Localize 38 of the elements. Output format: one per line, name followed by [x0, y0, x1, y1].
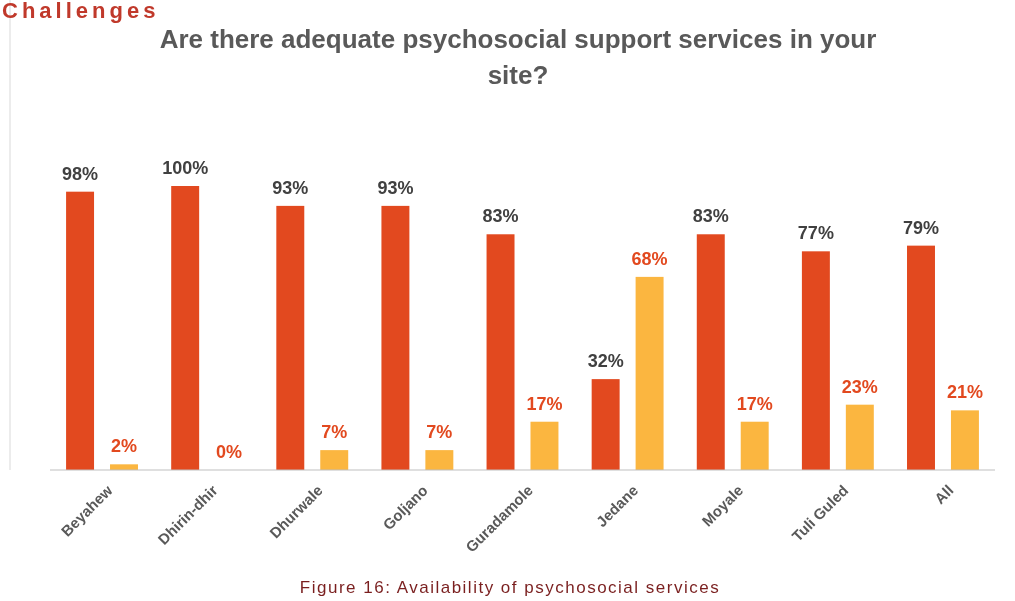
data-label: 83%	[692, 206, 729, 227]
bar	[740, 421, 769, 470]
text: Challenges	[2, 0, 160, 23]
data-label: 98%	[62, 163, 99, 184]
bar	[591, 379, 620, 470]
bar	[320, 450, 349, 470]
data-label: 17%	[526, 393, 563, 414]
data-label: 93%	[377, 177, 414, 198]
bar	[907, 245, 935, 470]
caption: Figure 16: Availability of psychosocial services	[299, 578, 721, 597]
chart-title: Are there adequate psychosocial support services in your site?	[159, 24, 877, 90]
bar	[950, 410, 979, 470]
data-label: 7%	[321, 422, 348, 443]
data-label: 93%	[272, 177, 309, 198]
data-label: 23%	[841, 376, 878, 397]
x-tick-label: All	[930, 481, 957, 508]
bar	[171, 186, 200, 470]
bar	[425, 450, 454, 470]
bar	[801, 251, 830, 470]
data-label: 79%	[902, 217, 940, 238]
data-label: 32%	[587, 351, 624, 372]
data-label: 17%	[736, 393, 773, 414]
data-label: 83%	[482, 206, 519, 227]
bar	[381, 205, 410, 470]
data-label: 21%	[946, 382, 983, 403]
data-label: 7%	[426, 422, 453, 443]
bar	[276, 205, 305, 470]
bar	[696, 234, 725, 470]
bar	[635, 276, 664, 470]
data-label: 0%	[216, 442, 243, 462]
bar	[530, 421, 559, 470]
bar	[845, 404, 874, 470]
data-label: 77%	[797, 223, 834, 244]
data-label: 68%	[631, 248, 668, 269]
data-label: 100%	[162, 158, 209, 178]
data-label: 2%	[110, 436, 138, 457]
bar	[486, 234, 515, 470]
bar	[66, 191, 95, 470]
